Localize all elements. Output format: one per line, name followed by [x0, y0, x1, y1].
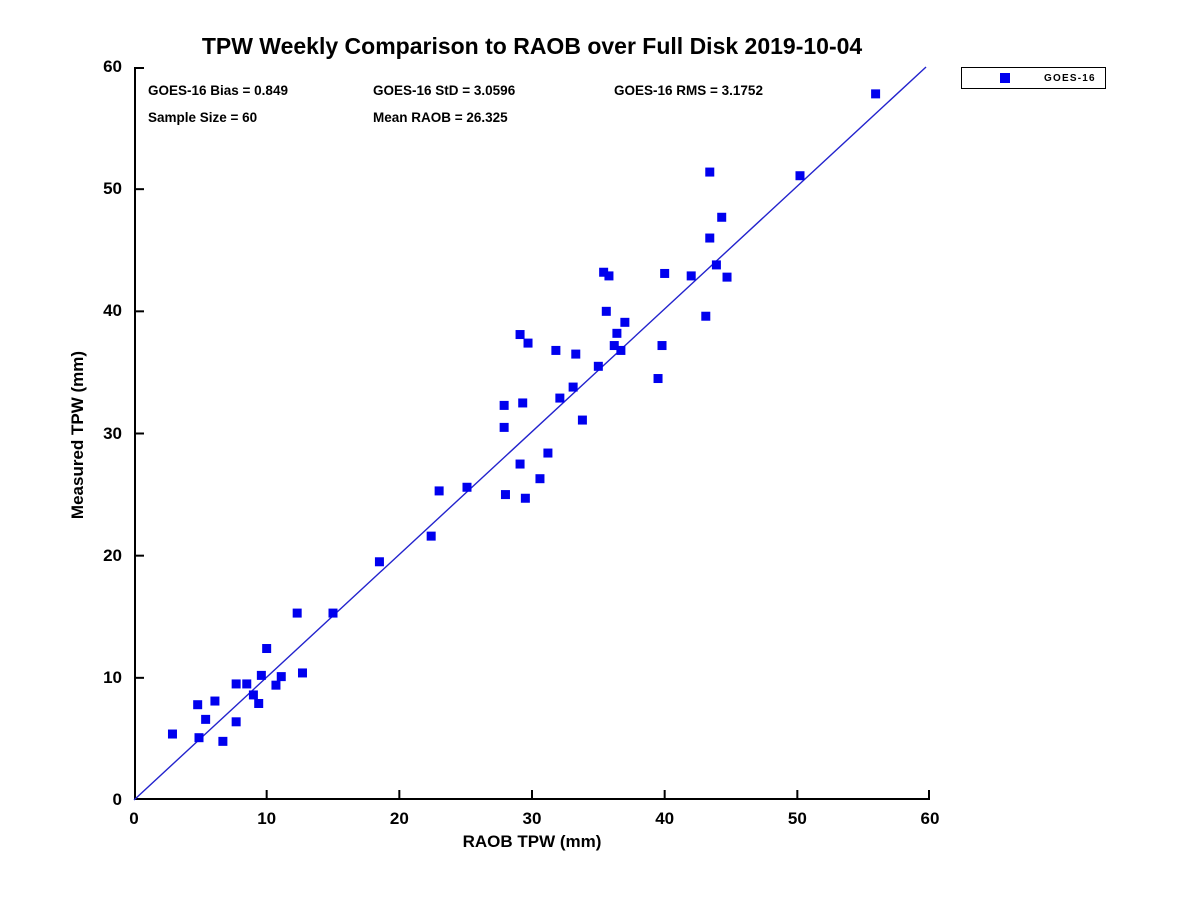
data-point-marker	[201, 714, 211, 724]
legend: GOES-16	[961, 67, 1106, 89]
data-point-marker	[500, 490, 510, 500]
data-point-marker	[248, 690, 258, 700]
data-point-marker	[577, 415, 587, 425]
data-point-marker	[218, 736, 228, 746]
plot-area: 0 10 20 30 40 50 60 0 10 20 30 40 50 60	[103, 57, 939, 828]
y-tick-label: 50	[103, 179, 122, 199]
data-point-marker	[499, 422, 509, 432]
data-point-marker	[535, 474, 545, 484]
y-tick-label: 60	[103, 57, 122, 76]
y-tick-label: 40	[103, 301, 122, 321]
data-point-marker	[593, 361, 603, 371]
data-point-marker	[374, 557, 384, 567]
data-point-marker	[254, 698, 264, 708]
data-point-marker	[297, 668, 307, 678]
x-tick-label: 30	[522, 809, 542, 828]
data-point-marker	[686, 271, 696, 281]
data-point-marker	[523, 338, 533, 348]
stat-bias: GOES-16 Bias = 0.849	[148, 83, 288, 98]
data-point-marker	[568, 382, 578, 392]
data-point-marker	[653, 374, 663, 384]
x-tick-label: 0	[129, 809, 139, 828]
data-point-marker	[426, 531, 436, 541]
data-point-marker	[620, 317, 630, 327]
identity-line	[133, 66, 927, 801]
data-point-marker	[276, 672, 286, 682]
data-point-marker	[555, 393, 565, 403]
stat-std: GOES-16 StD = 3.0596	[373, 83, 516, 98]
data-point-marker	[242, 679, 252, 689]
data-point-marker	[571, 349, 581, 359]
data-point-marker	[515, 330, 525, 340]
data-point-marker	[231, 679, 241, 689]
chart-title: TPW Weekly Comparison to RAOB over Full …	[201, 33, 863, 59]
data-point-marker	[167, 729, 177, 739]
data-point-marker	[194, 733, 204, 743]
legend-marker-square-icon	[1000, 73, 1010, 83]
x-axis-label: RAOB TPW (mm)	[462, 832, 602, 851]
data-point-marker	[604, 271, 614, 281]
data-point-marker	[657, 341, 667, 351]
data-point-marker	[551, 345, 561, 355]
x-tick-label: 50	[787, 809, 807, 828]
x-tick-label: 20	[389, 809, 409, 828]
data-point-marker	[515, 459, 525, 469]
data-point-marker	[518, 398, 528, 408]
data-point-marker	[601, 306, 611, 316]
data-point-marker	[262, 644, 272, 654]
data-point-marker	[499, 400, 509, 410]
stat-rms: GOES-16 RMS = 3.1752	[614, 83, 763, 98]
data-point-marker	[616, 345, 626, 355]
data-point-marker	[292, 608, 302, 618]
y-tick-label: 30	[103, 423, 122, 443]
x-tick-label: 40	[655, 809, 675, 828]
data-point-marker	[711, 260, 721, 270]
data-point-marker	[609, 341, 619, 351]
data-point-marker	[705, 167, 715, 177]
stat-mean-raob: Mean RAOB = 26.325	[373, 110, 508, 125]
data-point-marker	[795, 171, 805, 181]
scatter-plot-canvas	[133, 66, 930, 801]
data-point-marker	[520, 493, 530, 503]
data-point-marker	[328, 608, 338, 618]
data-point-marker	[210, 696, 220, 706]
data-point-marker	[256, 670, 266, 680]
data-point-marker	[231, 717, 241, 727]
data-point-marker	[462, 482, 472, 492]
y-tick-label: 20	[103, 545, 122, 565]
data-point-marker	[612, 328, 622, 338]
x-tick-label: 60	[920, 809, 940, 828]
data-point-marker	[271, 680, 281, 690]
data-point-marker	[722, 272, 732, 282]
x-tick-label: 10	[257, 809, 277, 828]
y-tick-label: 0	[112, 790, 122, 809]
data-point-marker	[660, 268, 670, 278]
legend-label: GOES-16	[1044, 72, 1096, 84]
data-point-marker	[717, 212, 727, 222]
data-point-marker	[193, 700, 203, 710]
data-point-marker	[705, 233, 715, 243]
stat-sample-size: Sample Size = 60	[148, 110, 258, 125]
y-axis-label-text: Measured TPW (mm)	[68, 350, 87, 520]
data-point-marker	[599, 267, 609, 277]
y-tick-label: 10	[103, 667, 122, 687]
data-point-marker	[871, 89, 881, 99]
data-point-marker	[434, 486, 444, 496]
data-point-marker	[543, 448, 553, 458]
data-point-marker	[701, 311, 711, 321]
